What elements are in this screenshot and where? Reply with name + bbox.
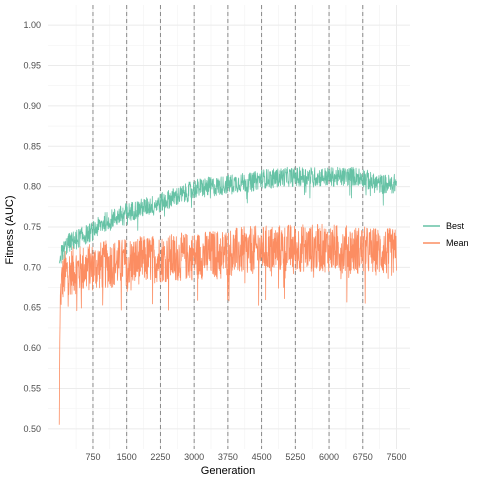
y-tick-label: 0.80 [23, 182, 41, 192]
x-axis-ticks: 750 1500 2250 3000 3750 4500 5250 6000 6750 7500 [85, 452, 406, 462]
x-tick-label: 6750 [353, 452, 373, 462]
x-tick-label: 3750 [218, 452, 238, 462]
legend-label-best: Best [446, 221, 465, 231]
y-tick-label: 0.50 [23, 424, 41, 434]
x-tick-label: 4500 [252, 452, 272, 462]
x-axis-title: Generation [201, 465, 255, 477]
x-tick-label: 5250 [285, 452, 305, 462]
grid [48, 5, 410, 449]
series-line-best [58, 166, 397, 264]
y-tick-label: 0.65 [23, 303, 41, 313]
x-tick-label: 750 [85, 452, 100, 462]
x-tick-label: 1500 [117, 452, 137, 462]
x-tick-label: 6000 [319, 452, 339, 462]
y-tick-label: 1.00 [23, 20, 41, 30]
y-tick-label: 0.95 [23, 61, 41, 71]
y-tick-label: 0.75 [23, 222, 41, 232]
legend-label-mean: Mean [446, 238, 469, 248]
y-tick-label: 0.60 [23, 343, 41, 353]
y-tick-label: 0.55 [23, 383, 41, 393]
generation-markers [92, 5, 364, 449]
y-tick-label: 0.90 [23, 101, 41, 111]
y-axis-title: Fitness (AUC) [4, 195, 16, 264]
x-tick-label: 7500 [386, 452, 406, 462]
series-layer [58, 166, 397, 425]
x-tick-label: 2250 [150, 452, 170, 462]
y-tick-label: 0.85 [23, 141, 41, 151]
y-axis-ticks: 0.50 0.55 0.60 0.65 0.70 0.75 0.80 0.85 0.90 0.95… [23, 20, 41, 434]
x-tick-label: 3000 [184, 452, 204, 462]
y-tick-label: 0.70 [23, 262, 41, 272]
legend: Best Mean [423, 221, 469, 248]
series-line-mean [58, 223, 397, 425]
